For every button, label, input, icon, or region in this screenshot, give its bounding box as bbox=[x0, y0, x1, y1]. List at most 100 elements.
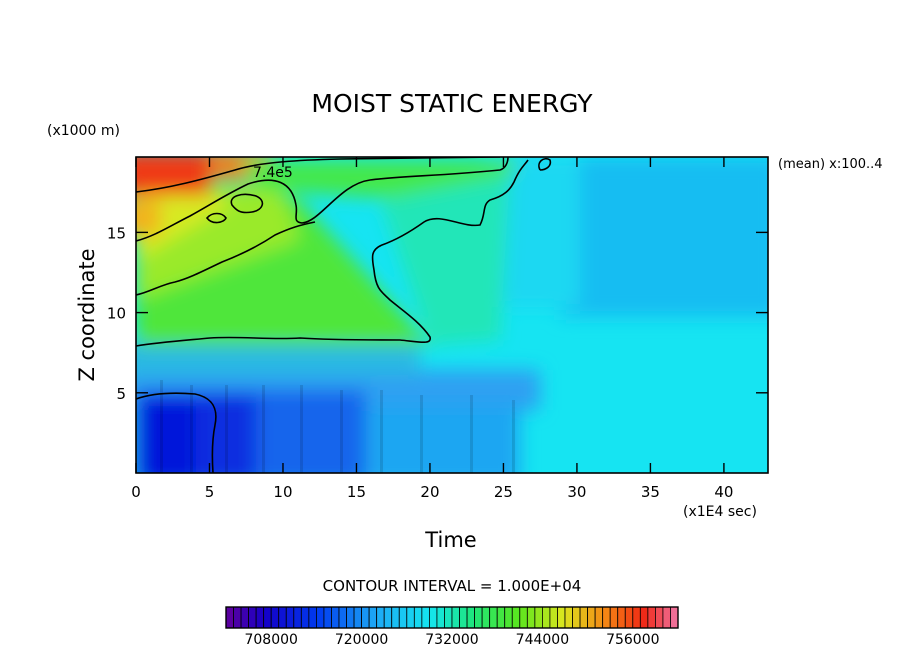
colorbar-box bbox=[248, 606, 257, 629]
colorbar-tick-label: 744000 bbox=[516, 632, 569, 648]
y-tick-label: 5 bbox=[116, 385, 126, 403]
colorbar-box bbox=[436, 606, 445, 629]
x-tick-label: 20 bbox=[420, 483, 439, 501]
x-tick-label: 10 bbox=[273, 483, 292, 501]
x-tick-label: 40 bbox=[714, 483, 733, 501]
x-tick-label: 35 bbox=[641, 483, 660, 501]
colorbar-box bbox=[632, 606, 641, 629]
colorbar-box bbox=[398, 606, 408, 629]
colorbar-box bbox=[391, 606, 400, 629]
colorbar-box bbox=[609, 606, 619, 629]
colorbar-tick-label: 732000 bbox=[425, 632, 478, 648]
colorbar-box bbox=[466, 606, 476, 629]
colorbar-box bbox=[572, 606, 581, 629]
colorbar-box bbox=[300, 606, 310, 629]
colorbar-box bbox=[519, 606, 528, 629]
colorbar-box bbox=[481, 606, 491, 629]
colorbar-box bbox=[624, 606, 634, 629]
contour-upper-yellow bbox=[136, 157, 509, 242]
colorbar-box bbox=[308, 606, 317, 629]
y-axis-label: Z coordinate bbox=[75, 248, 99, 381]
colorbar-box bbox=[594, 606, 604, 629]
colorbar-box bbox=[346, 606, 355, 629]
colorbar-box bbox=[526, 606, 536, 629]
contour-mid-green bbox=[136, 221, 316, 296]
y-units-label: (x1000 m) bbox=[47, 123, 120, 139]
plot-frame bbox=[135, 156, 769, 474]
colorbar-box bbox=[504, 606, 513, 629]
colorbar-tick-label: 708000 bbox=[244, 632, 297, 648]
colorbar-box bbox=[293, 606, 302, 629]
colorbar-box bbox=[225, 606, 234, 629]
colorbar-box bbox=[602, 606, 611, 629]
colorbar-box bbox=[451, 606, 460, 629]
x-tick-label: 5 bbox=[205, 483, 215, 501]
colorbar-box bbox=[233, 606, 242, 629]
colorbar-box bbox=[428, 606, 438, 629]
colorbar-box bbox=[315, 606, 325, 629]
contour-low-blue bbox=[136, 392, 217, 473]
colorbar-box bbox=[263, 606, 272, 629]
colorbar-box bbox=[557, 606, 566, 629]
colorbar-box bbox=[338, 606, 347, 629]
colorbar-box bbox=[474, 606, 483, 629]
contour-main bbox=[136, 159, 529, 347]
colorbar-box bbox=[579, 606, 588, 629]
colorbar-box bbox=[255, 606, 265, 629]
y-tick-label: 15 bbox=[107, 224, 126, 242]
colorbar-box bbox=[278, 606, 287, 629]
colorbar-box bbox=[459, 606, 468, 629]
colorbar-labels: 708000 720000 732000 744000 756000 bbox=[244, 632, 659, 648]
colorbar-box bbox=[285, 606, 295, 629]
x-units-label: (x1E4 sec) bbox=[683, 504, 757, 520]
colorbar-tick-label: 756000 bbox=[606, 632, 659, 648]
colorbar-box bbox=[587, 606, 596, 629]
colorbar-box bbox=[670, 606, 679, 629]
colorbar-box bbox=[368, 606, 378, 629]
contour-right-blob bbox=[538, 157, 552, 171]
axes: 0 5 10 15 20 25 30 35 40 5 10 15 bbox=[107, 157, 768, 501]
colorbar-box bbox=[496, 606, 506, 629]
colorbar-box bbox=[240, 606, 249, 629]
colorbar-box bbox=[331, 606, 340, 629]
colorbar-box bbox=[542, 606, 551, 629]
colorbar-frame bbox=[225, 606, 679, 629]
colorbar-box bbox=[549, 606, 558, 629]
colorbar-box bbox=[353, 606, 363, 629]
x-axis-label: Time bbox=[424, 528, 476, 552]
colorbar-box bbox=[413, 606, 423, 629]
colorbar-box bbox=[534, 606, 543, 629]
contour-island-1 bbox=[230, 193, 264, 214]
colorbar-box bbox=[270, 606, 280, 629]
contour-top-red bbox=[136, 157, 501, 193]
colorbar bbox=[225, 606, 679, 629]
chart-title: MOIST STATIC ENERGY bbox=[311, 89, 593, 118]
y-tick-label: 10 bbox=[107, 305, 126, 323]
colorbar-box bbox=[489, 606, 498, 629]
heatmap-field bbox=[136, 157, 768, 473]
colorbar-box bbox=[662, 606, 671, 629]
colorbar-box bbox=[444, 606, 453, 629]
colorbar-box bbox=[655, 606, 664, 629]
x-tick-label: 15 bbox=[347, 483, 366, 501]
colorbar-tick-label: 720000 bbox=[335, 632, 388, 648]
colorbar-box bbox=[376, 606, 385, 629]
colorbar-box bbox=[647, 606, 656, 629]
colorbar-box bbox=[511, 606, 521, 629]
colorbar-box bbox=[639, 606, 649, 629]
contour-label: 7.4e5 bbox=[253, 165, 293, 181]
colorbar-box bbox=[617, 606, 626, 629]
x-tick-label: 30 bbox=[567, 483, 586, 501]
colorbar-box bbox=[564, 606, 573, 629]
x-tick-label: 0 bbox=[131, 483, 141, 501]
colorbar-box bbox=[383, 606, 393, 629]
colorbar-box bbox=[421, 606, 430, 629]
x-tick-label: 25 bbox=[494, 483, 513, 501]
corner-note: (mean) x:100..4 bbox=[778, 157, 883, 172]
colorbar-box bbox=[323, 606, 332, 629]
contour-island-2 bbox=[205, 212, 227, 224]
colorbar-box bbox=[361, 606, 370, 629]
contour-interval-text: CONTOUR INTERVAL = 1.000E+04 bbox=[323, 577, 582, 595]
contour-lines bbox=[136, 157, 552, 473]
